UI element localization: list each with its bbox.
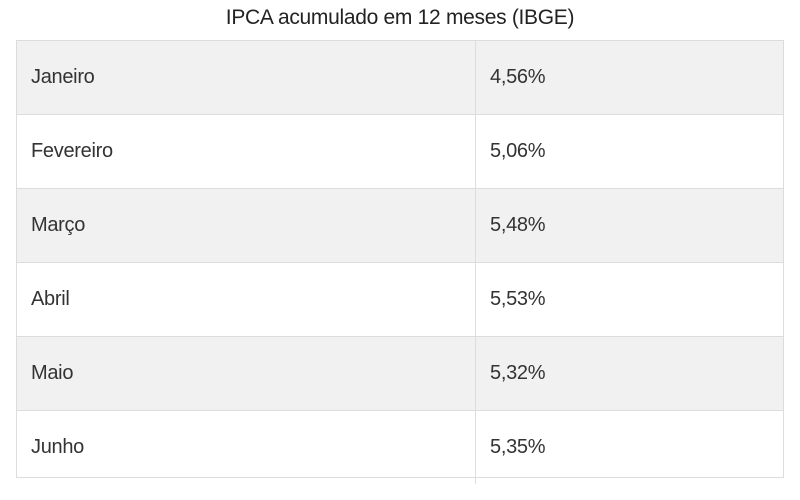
value-cell: 5,48% xyxy=(475,188,783,263)
table-row: Junho 5,35% xyxy=(17,410,783,484)
value-cell: 5,53% xyxy=(475,262,783,337)
value-cell: 5,35% xyxy=(490,436,546,458)
table-row: Janeiro 4,56% xyxy=(17,41,783,115)
value-cell: 5,32% xyxy=(475,336,783,411)
table-row: Março 5,48% xyxy=(17,188,783,263)
ipca-table-container: Janeiro 4,56% Fevereiro 5,06% Março 5,48… xyxy=(16,40,784,484)
month-cell: Janeiro xyxy=(17,41,476,115)
month-cell: Fevereiro xyxy=(17,114,476,189)
table-title: IPCA acumulado em 12 meses (IBGE) xyxy=(225,6,575,29)
value-cell: 5,06% xyxy=(475,114,783,189)
table-row: Fevereiro 5,06% xyxy=(17,114,783,189)
month-cell: Junho xyxy=(17,410,476,484)
month-cell: Maio xyxy=(17,336,476,411)
value-cell: 4,56% xyxy=(475,41,783,115)
month-cell: Março xyxy=(17,188,476,263)
table-row: Maio 5,32% xyxy=(17,336,783,411)
table-row: Abril 5,53% xyxy=(17,262,783,337)
month-cell: Abril xyxy=(17,262,476,337)
ipca-table: Janeiro 4,56% Fevereiro 5,06% Março 5,48… xyxy=(17,41,783,484)
